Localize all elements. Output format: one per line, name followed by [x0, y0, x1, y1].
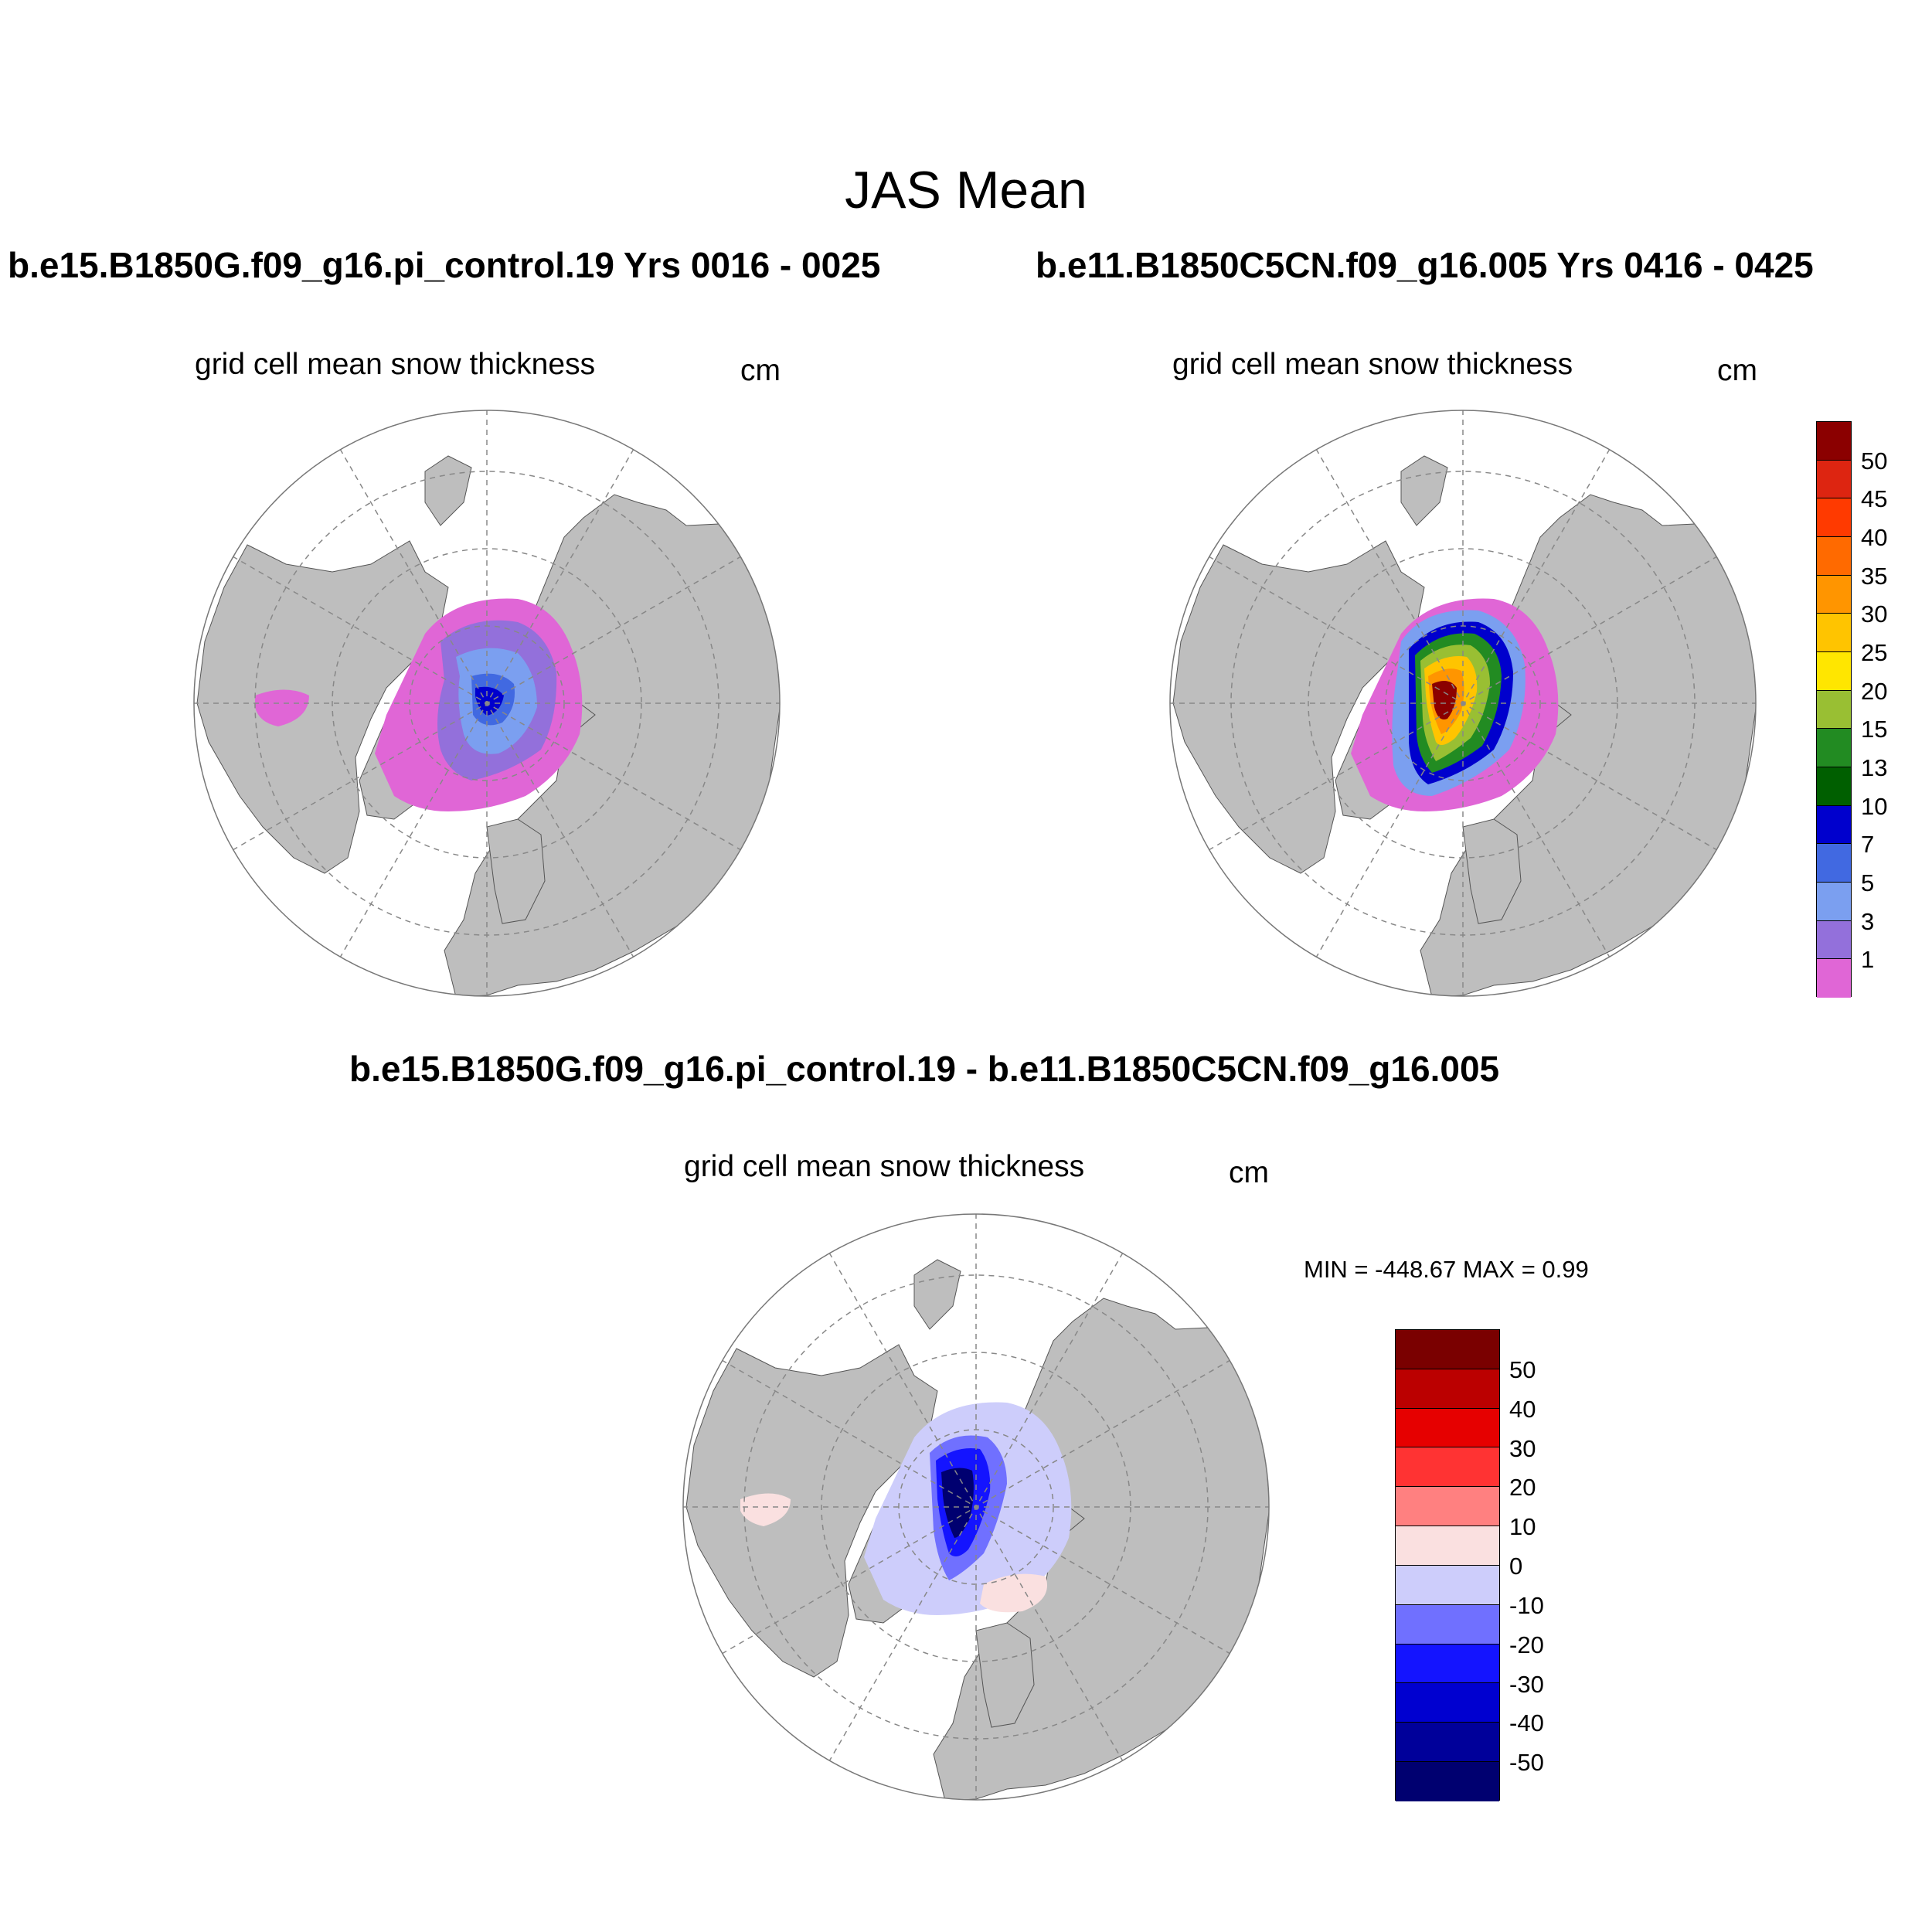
left-run-title: b.e15.B1850G.f09_g16.pi_control.19 Yrs 0…	[8, 245, 881, 285]
diff-colorbar-tick-label: -20	[1509, 1631, 1544, 1658]
snow-colorbar-swatch-6	[1817, 651, 1851, 691]
diff-colorbar-swatch-11	[1396, 1762, 1499, 1801]
snow-colorbar-swatch-11	[1817, 844, 1851, 883]
right-units-label: cm	[1717, 354, 1757, 387]
snow-colorbar-swatch-3	[1817, 536, 1851, 576]
snow-colorbar-tick-label: 15	[1861, 716, 1888, 743]
difference-run-title: b.e15.B1850G.f09_g16.pi_control.19 - b.e…	[349, 1049, 1500, 1089]
diff-colorbar-swatch-7	[1396, 1604, 1499, 1645]
snow-colorbar-swatch-5	[1817, 614, 1851, 652]
difference-units-label: cm	[1229, 1156, 1269, 1189]
snow-colorbar-swatch-7	[1817, 690, 1851, 730]
diff-colorbar-swatch-0	[1396, 1330, 1499, 1369]
snow-colorbar-swatch-9	[1817, 767, 1851, 806]
diff-colorbar-swatch-4	[1396, 1487, 1499, 1527]
snow-colorbar-tick-label: 35	[1861, 562, 1888, 590]
diff-colorbar-swatch-1	[1396, 1369, 1499, 1409]
snow-colorbar-swatch-10	[1817, 805, 1851, 845]
difference-polar-map	[682, 1213, 1270, 1801]
diff-region-hudson-plus	[740, 1493, 791, 1526]
diff-colorbar-swatch-2	[1396, 1408, 1499, 1448]
diff-colorbar-tick-label: 0	[1509, 1553, 1523, 1580]
snow-thickness-colorbar	[1816, 421, 1852, 998]
diff-colorbar-tick-label: 30	[1509, 1434, 1536, 1462]
diff-colorbar-tick-label: -50	[1509, 1749, 1544, 1777]
snow-colorbar-swatch-1	[1817, 460, 1851, 499]
diff-colorbar-swatch-9	[1396, 1683, 1499, 1723]
snow-colorbar-tick-label: 20	[1861, 677, 1888, 705]
diff-colorbar-swatch-8	[1396, 1644, 1499, 1684]
diff-colorbar-tick-label: 10	[1509, 1513, 1536, 1541]
snow-colorbar-tick-label: 40	[1861, 524, 1888, 551]
difference-minmax-label: MIN = -448.67 MAX = 0.99	[1304, 1256, 1589, 1283]
snow-colorbar-swatch-13	[1817, 920, 1851, 960]
snow-colorbar-tick-label: 1	[1861, 946, 1875, 974]
snow-colorbar-tick-label: 25	[1861, 639, 1888, 666]
diff-colorbar-swatch-10	[1396, 1723, 1499, 1763]
snow-colorbar-tick-label: 3	[1861, 907, 1875, 935]
diff-colorbar-swatch-5	[1396, 1526, 1499, 1566]
right-polar-map	[1169, 410, 1757, 997]
diff-colorbar-tick-label: 20	[1509, 1474, 1536, 1502]
snow-colorbar-swatch-14	[1817, 959, 1851, 998]
difference-colorbar	[1395, 1329, 1500, 1801]
left-polar-map	[193, 410, 781, 997]
diff-colorbar-tick-label: 40	[1509, 1395, 1536, 1423]
diff-colorbar-swatch-3	[1396, 1447, 1499, 1488]
diff-region-plus-0-10	[980, 1573, 1047, 1613]
diff-colorbar-swatch-6	[1396, 1565, 1499, 1605]
snow-colorbar-swatch-4	[1817, 575, 1851, 614]
hudson-bay-snow	[255, 689, 309, 726]
right-variable-label: grid cell mean snow thickness	[1172, 348, 1573, 381]
left-variable-label: grid cell mean snow thickness	[195, 348, 596, 381]
left-units-label: cm	[740, 354, 781, 387]
snow-colorbar-tick-label: 50	[1861, 447, 1888, 474]
figure-title: JAS Mean	[845, 161, 1087, 219]
diff-region-minus-50	[941, 1468, 974, 1538]
snow-colorbar-swatch-0	[1817, 422, 1851, 461]
snow-colorbar-tick-label: 7	[1861, 831, 1875, 859]
snow-region-50cm	[1432, 681, 1457, 719]
snow-colorbar-tick-label: 10	[1861, 792, 1888, 820]
snow-colorbar-tick-label: 5	[1861, 869, 1875, 896]
snow-colorbar-tick-label: 13	[1861, 754, 1888, 781]
difference-variable-label: grid cell mean snow thickness	[684, 1150, 1085, 1183]
snow-colorbar-tick-label: 45	[1861, 485, 1888, 513]
snow-colorbar-swatch-12	[1817, 882, 1851, 921]
right-run-title: b.e11.B1850C5CN.f09_g16.005 Yrs 0416 - 0…	[1036, 245, 1814, 285]
diff-colorbar-tick-label: -30	[1509, 1670, 1544, 1698]
diff-colorbar-tick-label: 50	[1509, 1355, 1536, 1383]
snow-colorbar-swatch-2	[1817, 498, 1851, 537]
snow-colorbar-tick-label: 30	[1861, 600, 1888, 628]
diff-colorbar-tick-label: -10	[1509, 1591, 1544, 1619]
diff-colorbar-tick-label: -40	[1509, 1709, 1544, 1737]
snow-colorbar-swatch-8	[1817, 729, 1851, 767]
